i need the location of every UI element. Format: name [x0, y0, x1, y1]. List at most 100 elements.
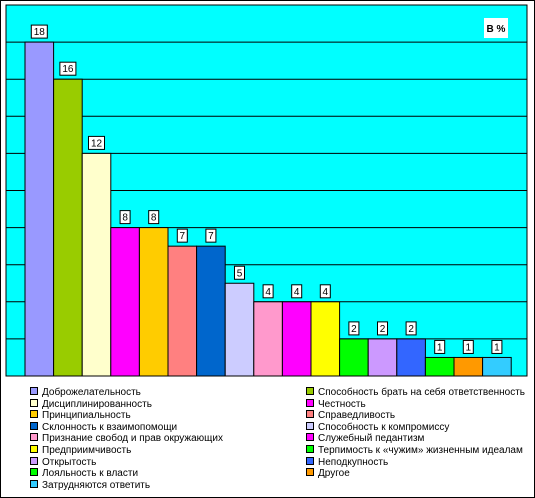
- legend-item: Принципиальность: [30, 410, 131, 422]
- data-label-box: [176, 228, 188, 243]
- legend-swatch: [30, 410, 38, 419]
- bar: [224, 282, 255, 377]
- data-label: 8: [151, 213, 157, 224]
- legend-label: Терпимость к «чужим» жизненным идеалам: [318, 445, 523, 456]
- bar: [367, 338, 398, 377]
- legend-item: Дисциплинированность: [30, 398, 152, 411]
- legend-label: Склонность к взаимопомощи: [42, 421, 178, 433]
- legend-item: Терпимость к «чужим» жизненным идеалам: [306, 445, 523, 457]
- bar: [110, 227, 140, 377]
- legend-swatch: [306, 398, 314, 407]
- bar: [167, 245, 198, 377]
- legend-item: Служебный педантизм: [306, 433, 424, 445]
- legend-item: Лояльность к власти: [30, 468, 138, 480]
- data-label: 1: [437, 342, 443, 353]
- data-label-box: [405, 321, 417, 336]
- data-label-box: [319, 284, 331, 299]
- unit-label-box: [484, 18, 508, 38]
- legend-item: Склонность к взаимопомощи: [30, 421, 178, 434]
- data-label: 12: [91, 138, 103, 149]
- legend-swatch: [30, 387, 38, 395]
- legend-swatch: [30, 468, 38, 477]
- data-label-box: [88, 135, 105, 150]
- legend-swatch: [30, 456, 38, 465]
- data-label: 7: [180, 231, 186, 242]
- data-label-box: [205, 228, 217, 243]
- data-label-box: [119, 210, 131, 225]
- bar: [482, 356, 512, 377]
- bar: [424, 356, 455, 377]
- legend-item: Открытость: [30, 456, 97, 469]
- data-label-box: [30, 24, 48, 39]
- data-label: 2: [351, 324, 357, 335]
- bar: [339, 338, 369, 377]
- legend-item: Честность: [306, 398, 366, 411]
- legend-item: Способность к компромиссу: [306, 421, 450, 434]
- legend-swatch: [30, 445, 38, 453]
- data-label-box: [434, 339, 446, 354]
- legend-swatch: [306, 456, 314, 465]
- bar: [138, 227, 169, 377]
- legend-label: Неподкупность: [318, 456, 389, 468]
- legend-label: Справедливость: [318, 410, 396, 422]
- bar: [253, 301, 283, 377]
- legend-label: Дисциплинированность: [42, 398, 152, 410]
- data-label: 1: [466, 342, 472, 353]
- legend-label: Честность: [318, 398, 366, 410]
- data-label-box: [234, 265, 245, 280]
- data-label-box: [491, 339, 503, 354]
- legend-label: Способность к компромиссу: [318, 421, 450, 433]
- legend-item: Затрудняются ответить: [30, 479, 151, 492]
- legend-label: Принципиальность: [42, 410, 131, 422]
- legend-item: Предприимчивость: [30, 445, 131, 457]
- bar: [53, 78, 83, 377]
- legend-label: Затрудняются ответить: [42, 479, 151, 491]
- legend-label: Признание свобод и прав окружающих: [42, 433, 223, 445]
- data-label: 5: [237, 268, 243, 279]
- legend-label: Доброжелательность: [42, 387, 141, 398]
- legend-item: Неподкупность: [306, 456, 389, 469]
- legend-label: Открытость: [42, 456, 97, 468]
- bar: [81, 152, 112, 377]
- legend-label: Способность брать на себя ответственност…: [318, 387, 526, 398]
- legend-swatch: [30, 398, 38, 407]
- legend-swatch: [30, 433, 38, 442]
- legend-swatch: [306, 387, 314, 395]
- legend-swatch: [306, 421, 314, 430]
- legend-item: Доброжелательность: [30, 387, 141, 399]
- legend-swatch: [30, 421, 38, 430]
- data-label: 4: [323, 287, 329, 298]
- data-label: 7: [208, 231, 214, 242]
- data-label: 16: [62, 64, 74, 75]
- data-label-box: [348, 321, 360, 336]
- data-label: 1: [494, 342, 500, 353]
- legend-item: Другое: [306, 468, 350, 480]
- legend-item: Справедливость: [306, 410, 395, 422]
- legend-item: Способность брать на себя ответственност…: [306, 387, 525, 399]
- legend-label: Другое: [318, 468, 350, 480]
- data-label: 4: [294, 287, 300, 298]
- bar: [453, 356, 484, 377]
- data-label-box: [148, 210, 160, 225]
- data-label: 4: [265, 287, 271, 298]
- data-label-box: [377, 321, 388, 336]
- data-label-box: [462, 339, 474, 354]
- data-label: 2: [380, 324, 386, 335]
- legend-label: Предприимчивость: [42, 445, 132, 456]
- legend-swatch: [30, 479, 38, 488]
- legend-label: Служебный педантизм: [318, 433, 425, 445]
- data-label-box: [59, 61, 77, 76]
- legend-swatch: [306, 468, 314, 477]
- bar: [396, 338, 426, 377]
- legend-item: Признание свобод и прав окружающих: [30, 433, 223, 445]
- data-label: 2: [408, 324, 414, 335]
- legend-swatch: [306, 445, 314, 453]
- data-label: 8: [122, 213, 128, 224]
- bar: [310, 301, 341, 377]
- data-label-box: [262, 284, 274, 299]
- unit-label: В %: [487, 24, 506, 35]
- data-label: 18: [34, 27, 46, 38]
- bar: [196, 245, 226, 377]
- bar: [281, 301, 312, 377]
- data-label-box: [291, 284, 303, 299]
